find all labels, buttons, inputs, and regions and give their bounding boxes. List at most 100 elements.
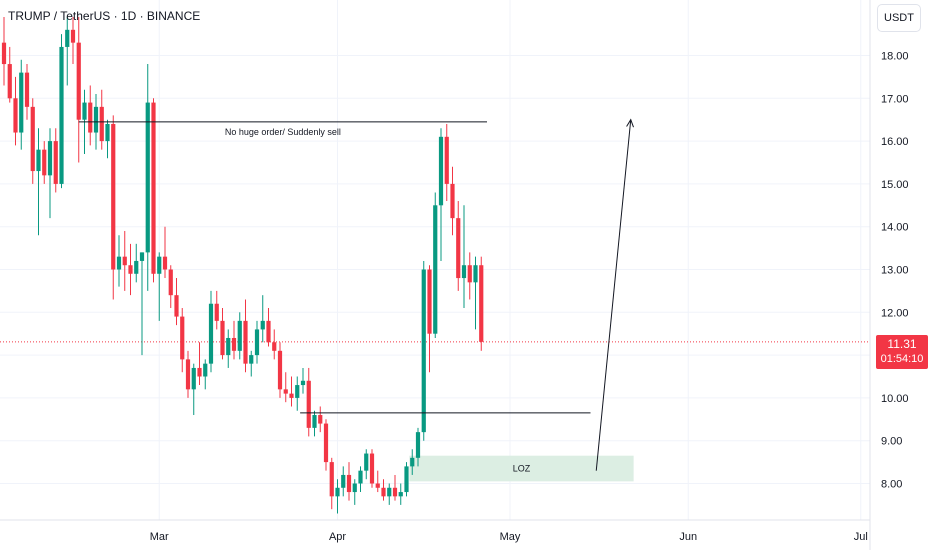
candle-body bbox=[295, 385, 300, 398]
candle-body bbox=[438, 136, 444, 206]
candle-body bbox=[157, 256, 162, 274]
y-tick-label: 9.00 bbox=[881, 436, 902, 448]
x-tick-label: Mar bbox=[150, 531, 169, 543]
candle-body bbox=[335, 487, 340, 497]
candle-body bbox=[381, 487, 386, 497]
candle-body bbox=[473, 265, 478, 283]
candle-body bbox=[24, 72, 30, 107]
candle-body bbox=[93, 106, 99, 133]
candle-body bbox=[105, 123, 110, 142]
candle-body bbox=[220, 320, 225, 356]
candle-body bbox=[19, 72, 24, 133]
candle-body bbox=[30, 106, 35, 172]
currency-button[interactable]: USDT bbox=[877, 4, 921, 32]
candle-body bbox=[318, 415, 323, 424]
candle-body bbox=[329, 462, 334, 497]
last-price-value: 11.31 bbox=[887, 337, 917, 351]
candle-body bbox=[479, 265, 484, 342]
candle-body bbox=[76, 42, 81, 120]
candle-body bbox=[272, 342, 277, 351]
candle-body bbox=[260, 320, 265, 330]
target-arrow-head bbox=[626, 118, 634, 128]
candle-body bbox=[289, 393, 294, 398]
candle-body bbox=[65, 29, 70, 47]
candle-body bbox=[341, 474, 346, 488]
candle-body bbox=[415, 432, 421, 458]
candle-body bbox=[70, 29, 76, 43]
candle-body bbox=[88, 102, 93, 133]
candle-body bbox=[392, 487, 398, 497]
candle-body bbox=[203, 363, 208, 377]
x-tick-label: Apr bbox=[329, 531, 346, 543]
y-tick-label: 14.00 bbox=[881, 222, 909, 234]
candle-body bbox=[237, 320, 242, 351]
chart-title: TRUMP / TetherUS · 1D · BINANCE bbox=[8, 9, 201, 23]
candle-body bbox=[99, 106, 104, 142]
candle-body bbox=[467, 265, 472, 283]
candle-body bbox=[122, 256, 127, 266]
candle-body bbox=[243, 320, 248, 364]
candle-body bbox=[42, 149, 47, 176]
y-tick-label: 13.00 bbox=[881, 265, 909, 277]
candle-body bbox=[59, 46, 64, 184]
x-tick-label: Jul bbox=[854, 531, 868, 543]
candle-body bbox=[7, 64, 12, 99]
candle-countdown: 01:54:10 bbox=[880, 353, 924, 365]
candle-body bbox=[226, 337, 231, 356]
candle-body bbox=[111, 123, 116, 270]
candle-body bbox=[450, 183, 455, 219]
candle-body bbox=[398, 492, 403, 497]
candle-body bbox=[283, 389, 288, 394]
candle-body bbox=[197, 367, 202, 377]
candle-body bbox=[421, 269, 426, 433]
candle-body bbox=[185, 359, 191, 390]
candle-body bbox=[249, 355, 254, 364]
candle-body bbox=[433, 205, 438, 334]
candle-body bbox=[410, 457, 415, 467]
candle-body bbox=[352, 483, 357, 493]
candle-body bbox=[1, 42, 7, 65]
y-tick-label: 8.00 bbox=[881, 479, 902, 491]
candle-body bbox=[427, 269, 432, 334]
y-tick-label: 15.00 bbox=[881, 179, 909, 191]
candle-body bbox=[254, 329, 260, 356]
candle-body bbox=[47, 141, 53, 176]
last-price-tag: 11.31 01:54:10 bbox=[876, 335, 928, 369]
x-tick-label: May bbox=[500, 531, 521, 543]
y-tick-label: 12.00 bbox=[881, 307, 909, 319]
candle-body bbox=[82, 102, 87, 120]
candle-body bbox=[364, 453, 369, 471]
candle-body bbox=[461, 265, 467, 279]
target-arrow-shaft bbox=[595, 119, 632, 471]
candle-body bbox=[369, 453, 375, 484]
candle-body bbox=[13, 98, 18, 133]
candle-body bbox=[404, 466, 409, 493]
x-tick-label: Jun bbox=[679, 531, 697, 543]
candle-body bbox=[134, 260, 139, 274]
y-tick-label: 16.00 bbox=[881, 136, 909, 148]
candle-body bbox=[323, 423, 329, 463]
candle-body bbox=[36, 149, 41, 172]
candle-body bbox=[180, 316, 185, 360]
resistance-label: No huge order/ Suddenly sell bbox=[225, 127, 341, 137]
candle-body bbox=[456, 218, 461, 279]
candle-body bbox=[174, 295, 179, 317]
candle-body bbox=[346, 474, 352, 493]
candle-body bbox=[145, 102, 150, 253]
loz-zone-label: LOZ bbox=[513, 464, 531, 474]
candle-body bbox=[277, 350, 283, 390]
candle-body bbox=[162, 256, 168, 270]
candle-body bbox=[266, 320, 271, 343]
candle-body bbox=[312, 415, 317, 428]
candle-body bbox=[151, 102, 156, 274]
candle-body bbox=[53, 141, 58, 184]
y-tick-label: 17.00 bbox=[881, 93, 909, 105]
candle-body bbox=[444, 136, 449, 184]
candle-body bbox=[358, 470, 363, 484]
candle-body bbox=[128, 265, 133, 274]
candle-body bbox=[231, 337, 237, 351]
candle-body bbox=[306, 380, 311, 428]
candle-body bbox=[375, 483, 380, 488]
